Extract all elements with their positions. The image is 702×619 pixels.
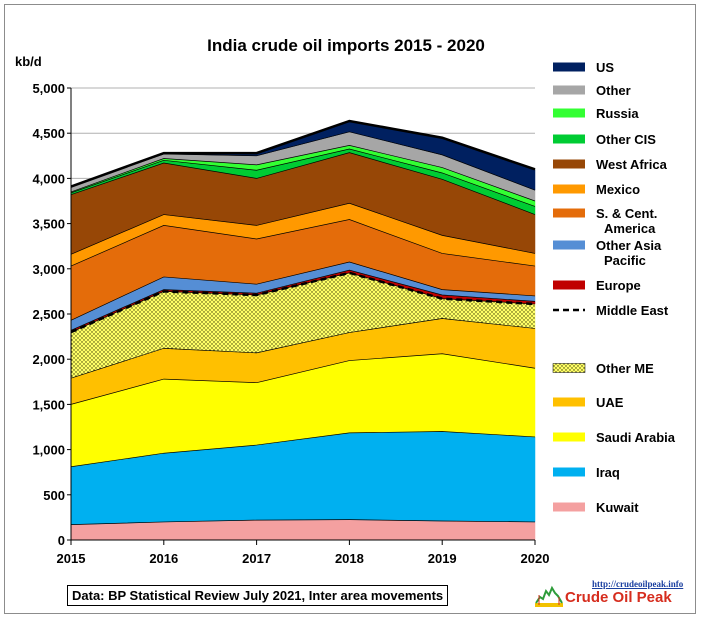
chart-frame: India crude oil imports 2015 - 2020 kb/d…	[4, 4, 696, 614]
legend-label-middle-east: Middle East	[596, 303, 669, 318]
logo-url[interactable]: http://crudeoilpeak.info	[592, 579, 684, 589]
legend-swatch-other-cis	[553, 134, 585, 144]
legend-label-other-me: Other ME	[596, 361, 654, 376]
series-line-europe	[70, 269, 536, 331]
x-tick-label-2016: 2016	[149, 551, 178, 566]
x-tick-label-2018: 2018	[335, 551, 364, 566]
chart-title: India crude oil imports 2015 - 2020	[207, 36, 485, 55]
x-tick-label-2015: 2015	[57, 551, 86, 566]
series-line-iraq	[70, 431, 536, 468]
series-line-other-cis	[70, 148, 536, 207]
legend-label2-other-asia: Pacific	[604, 253, 646, 268]
legend-swatch-iraq	[553, 467, 585, 477]
series-line-russia	[70, 145, 536, 202]
legend-swatch-mexico	[553, 184, 585, 194]
legend-label-s-cent-: S. & Cent.	[596, 206, 657, 221]
y-tick-label-1000: 1,000	[32, 443, 65, 458]
chart-svg: India crude oil imports 2015 - 2020 kb/d…	[15, 36, 676, 566]
legend-label-kuwait: Kuwait	[596, 500, 639, 515]
y-tick-label-500: 500	[43, 488, 65, 503]
legend-swatch-west-africa	[553, 159, 585, 169]
data-source-note: Data: BP Statistical Review July 2021, I…	[67, 585, 449, 606]
series-line-s-cent-america	[70, 219, 536, 267]
legend-label-mexico: Mexico	[596, 182, 640, 197]
legend-label-other-asia: Other Asia	[596, 238, 662, 253]
series-line-uae	[70, 318, 536, 379]
legend-swatch-uae	[553, 397, 585, 407]
legend-label-us: US	[596, 60, 614, 75]
stacked-areas	[70, 120, 536, 541]
crude-oil-peak-logo[interactable]: http://crudeoilpeak.info Crude Oil Peak	[535, 579, 695, 609]
y-tick-label-4000: 4,000	[32, 171, 65, 186]
x-tick-labels: 2015 2016 2017 2018 2019 2020	[57, 551, 550, 566]
series-lines	[70, 119, 536, 525]
y-tick-label-2500: 2,500	[32, 307, 65, 322]
axes	[67, 87, 536, 545]
y-axis-unit: kb/d	[15, 54, 42, 69]
y-tick-label-3000: 3,000	[32, 262, 65, 277]
legend-swatch-russia	[553, 108, 585, 118]
y-tick-labels: 0 500 1,000 1,500 2,000 2,500 3,000 3,500 4,000 4…	[32, 81, 65, 548]
legend-label-russia: Russia	[596, 106, 639, 121]
legend-label-west-africa: West Africa	[596, 157, 668, 172]
logo-name: Crude Oil Peak	[565, 589, 672, 606]
legend-label-europe: Europe	[596, 278, 641, 293]
legend-swatch-kuwait	[553, 502, 585, 512]
series-line-saudi-arabia	[70, 353, 536, 405]
legend-label-saudi-arabia: Saudi Arabia	[596, 430, 676, 445]
legend-swatch-saudi-arabia	[553, 432, 585, 442]
total-line	[70, 119, 536, 188]
y-tick-label-3500: 3,500	[32, 217, 65, 232]
x-tick-label-2017: 2017	[242, 551, 271, 566]
legend-swatch-other-asia	[553, 240, 585, 250]
y-tick-label-2000: 2,000	[32, 352, 65, 367]
y-tick-label-5000: 5,000	[32, 81, 65, 96]
series-line-west-africa	[70, 152, 536, 215]
legend-label-uae: UAE	[596, 395, 624, 410]
y-tick-label-4500: 4,500	[32, 126, 65, 141]
legend-label-other-cis: Other CIS	[596, 132, 656, 147]
legend: US Other Russia Other CIS West Africa Mexico S…	[552, 60, 676, 515]
x-tick-label-2020: 2020	[521, 551, 550, 566]
y-tick-label-1500: 1,500	[32, 397, 65, 412]
series-line-kuwait	[70, 519, 536, 525]
legend-swatch-us	[553, 62, 585, 72]
legend-label2-s-cent-: America	[604, 221, 656, 236]
series-line-mexico	[70, 202, 536, 255]
legend-label-other: Other	[596, 83, 631, 98]
legend-swatch-europe	[553, 280, 585, 290]
middle-east-line	[70, 271, 536, 334]
x-tick-label-2019: 2019	[428, 551, 457, 566]
y-tick-label-0: 0	[58, 533, 65, 548]
legend-swatch-other-me	[552, 363, 586, 373]
legend-label-iraq: Iraq	[596, 465, 620, 480]
legend-swatch-s-cent-	[553, 208, 585, 218]
legend-swatch-other	[553, 85, 585, 95]
series-line-other-asia-pacific	[70, 261, 536, 321]
oil-peak-icon	[535, 585, 563, 607]
